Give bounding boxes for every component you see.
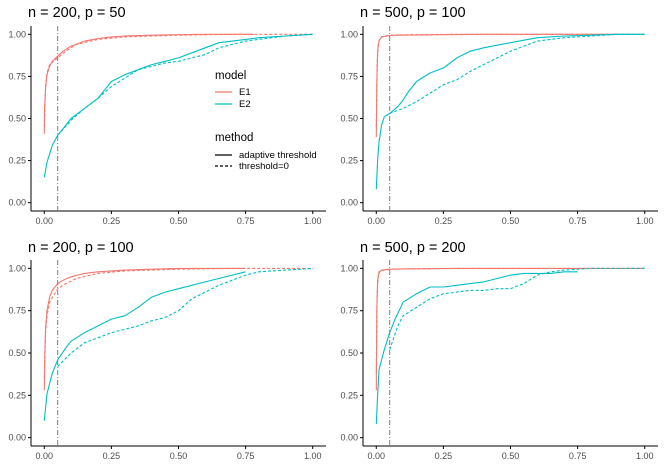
y-tick-label-3-0: 0.00: [8, 433, 26, 443]
y-tick-label-4-4: 1.00: [340, 263, 358, 273]
x-tick-label-1-3: 0.75: [237, 216, 255, 226]
plot-area-3: 0.00 0.25 0.50 0.75 1.00 0.00 0.25 0.50 0.75 1.00: [8, 260, 326, 461]
series-line-2-e2-threshold0: [389, 33, 645, 114]
x-tick-label-1-0: 0.00: [36, 216, 54, 226]
series-line-3-e1-threshold0: [43, 267, 313, 379]
y-tick-label-2-3: 0.75: [340, 71, 358, 81]
y-tick-label-4-1: 0.25: [340, 390, 358, 400]
y-tick-label-3-2: 0.50: [8, 348, 26, 358]
legend-e2-label: E2: [239, 99, 251, 110]
panel-2: n = 500, p = 100 0.000.250.500.751.000.0…: [340, 5, 658, 226]
series-line-3-e2-adaptive: [43, 271, 246, 421]
x-tick-label-1-4: 1.00: [304, 216, 322, 226]
y-tick-label-1-1: 0.25: [8, 156, 26, 166]
y-tick-label-1-4: 1.00: [8, 29, 26, 39]
x-tick-label-2-2: 0.50: [502, 216, 520, 226]
y-tick-label-2-4: 1.00: [340, 29, 358, 39]
y-tick-label-2-0: 0.00: [340, 198, 358, 208]
x-tick-label-1-1: 0.25: [103, 216, 121, 226]
y-tick-label-2-1: 0.25: [340, 156, 358, 166]
y-tick-label-4-0: 0.00: [340, 433, 358, 443]
series-line-2-e2-adaptive: [375, 33, 645, 190]
legend: model E1 E2 method adaptive threshold th…: [215, 70, 317, 172]
panel-4-title: n = 500, p = 200: [360, 240, 466, 256]
x-tick-label-2-4: 1.00: [636, 216, 654, 226]
x-tick-label-2-3: 0.75: [569, 216, 587, 226]
x-tick-label-3-2: 0.50: [170, 451, 188, 461]
x-tick-label-3-3: 0.75: [237, 451, 255, 461]
y-tick-label-3-4: 1.00: [8, 263, 26, 273]
y-tick-label-3-1: 0.25: [8, 390, 26, 400]
plot-area-1: 0.00 0.25 0.50 0.75 1.00 0.00 0.25 0.50 0.75 1.00: [8, 26, 326, 226]
series-line-4-e1-threshold0: [375, 267, 645, 374]
x-tick-label-2-1: 0.25: [435, 216, 453, 226]
series-line-4-e2-threshold0: [389, 267, 645, 350]
y-tick-label-4-3: 0.75: [340, 306, 358, 316]
y-tick-label-1-0: 0.00: [8, 198, 26, 208]
x-tick-label-3-4: 1.00: [304, 451, 322, 461]
legend-model-title: model: [215, 70, 246, 82]
series-line-4-e2-adaptive: [375, 271, 578, 425]
series-line-2-e1-threshold0: [375, 33, 645, 127]
legend-method-title: method: [215, 132, 253, 144]
x-tick-label-1-2: 0.50: [170, 216, 188, 226]
x-tick-label-4-0: 0.00: [368, 451, 386, 461]
legend-e1-label: E1: [239, 87, 251, 98]
panel-3-title: n = 200, p = 100: [28, 240, 134, 256]
y-tick-label-1-2: 0.50: [8, 114, 26, 124]
x-tick-label-2-0: 0.00: [368, 216, 386, 226]
x-tick-label-3-0: 0.00: [36, 451, 54, 461]
y-tick-label-1-3: 0.75: [8, 71, 26, 81]
plot-area-2: 0.00 0.25 0.50 0.75 1.00 0.00 0.25 0.50 0.75 1.00: [340, 26, 658, 226]
series-line-1-e2-threshold0: [57, 33, 313, 136]
series-line-3-e2-threshold0: [57, 267, 313, 367]
panel-1: n = 200, p = 50 0.000.250.500.751.000.00…: [8, 5, 326, 226]
x-tick-label-4-3: 0.75: [569, 451, 587, 461]
legend-adaptive-label: adaptive threshold: [239, 150, 317, 161]
x-tick-label-3-1: 0.25: [103, 451, 121, 461]
panel-4: n = 500, p = 200 0.000.250.500.751.000.0…: [340, 240, 658, 461]
panel-1-title: n = 200, p = 50: [28, 5, 126, 21]
panel-2-title: n = 500, p = 100: [360, 5, 466, 21]
y-tick-label-2-2: 0.50: [340, 114, 358, 124]
y-tick-label-4-2: 0.50: [340, 348, 358, 358]
y-tick-label-3-3: 0.75: [8, 306, 26, 316]
panel-3: n = 200, p = 100 0.000.250.500.751.000.0…: [8, 240, 326, 461]
legend-threshold0-label: threshold=0: [239, 161, 289, 172]
plot-area-4: 0.00 0.25 0.50 0.75 1.00 0.00 0.25 0.50 0.75 1.00: [340, 260, 658, 461]
x-tick-label-4-1: 0.25: [435, 451, 453, 461]
x-tick-label-4-4: 1.00: [636, 451, 654, 461]
x-tick-label-4-2: 0.50: [502, 451, 520, 461]
series-line-1-e1-threshold0: [43, 33, 313, 127]
